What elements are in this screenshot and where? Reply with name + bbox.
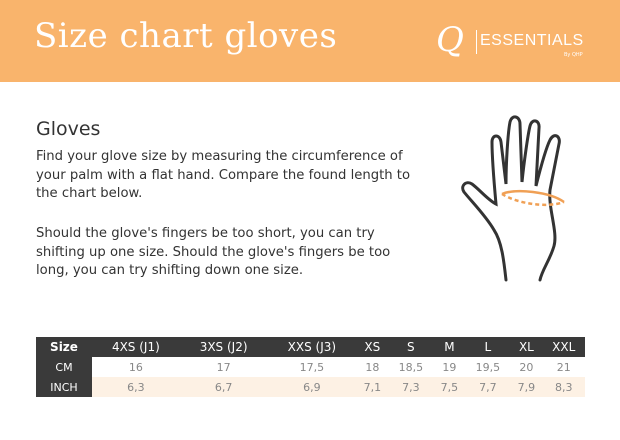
header-banner: Size chart gloves Q ESSENTIALS By QHP [0, 0, 620, 82]
table-cell: 7,9 [510, 377, 543, 397]
row-label: INCH [36, 377, 92, 397]
column-header: XXS (J3) [267, 337, 357, 357]
table-cell: 19 [433, 357, 466, 377]
column-header: XS [356, 337, 389, 357]
brand-logo: Q ESSENTIALS By QHP [436, 20, 584, 60]
table-cell: 17,5 [267, 357, 357, 377]
table-row: INCH 6,3 6,7 6,9 7,1 7,3 7,5 7,7 7,9 8,3 [36, 377, 585, 397]
table-header-row: Size 4XS (J1) 3XS (J2) XXS (J3) XS S M L… [36, 337, 585, 357]
table-cell: 6,3 [92, 377, 180, 397]
row-label: CM [36, 357, 92, 377]
table-cell: 18 [356, 357, 389, 377]
column-header: Size [36, 337, 92, 357]
column-header: XXL [542, 337, 585, 357]
column-header: 4XS (J1) [92, 337, 180, 357]
table-cell: 21 [542, 357, 585, 377]
table-cell: 8,3 [542, 377, 585, 397]
table-cell: 7,3 [388, 377, 434, 397]
table-cell: 7,1 [356, 377, 389, 397]
table-cell: 6,9 [267, 377, 357, 397]
column-header: S [388, 337, 434, 357]
table-cell: 16 [92, 357, 180, 377]
table-row: CM 16 17 17,5 18 18,5 19 19,5 20 21 [36, 357, 585, 377]
column-header: M [433, 337, 466, 357]
table-cell: 17 [179, 357, 268, 377]
table-cell: 7,7 [465, 377, 511, 397]
size-chart-table: Size 4XS (J1) 3XS (J2) XXS (J3) XS S M L… [36, 337, 585, 397]
table-cell: 7,5 [433, 377, 466, 397]
page-title: Size chart gloves [34, 16, 338, 56]
table-cell: 19,5 [465, 357, 511, 377]
column-header: L [465, 337, 511, 357]
table-cell: 18,5 [388, 357, 434, 377]
fit-advice-paragraph: Should the glove's fingers be too short,… [36, 226, 391, 278]
table-cell: 20 [510, 357, 543, 377]
section-heading: Gloves [36, 118, 101, 140]
instructions-paragraph: Find your glove size by measuring the ci… [36, 149, 411, 201]
column-header: 3XS (J2) [179, 337, 268, 357]
table-cell: 6,7 [179, 377, 268, 397]
column-header: XL [510, 337, 543, 357]
hand-with-palm-measurement-icon [461, 115, 565, 282]
